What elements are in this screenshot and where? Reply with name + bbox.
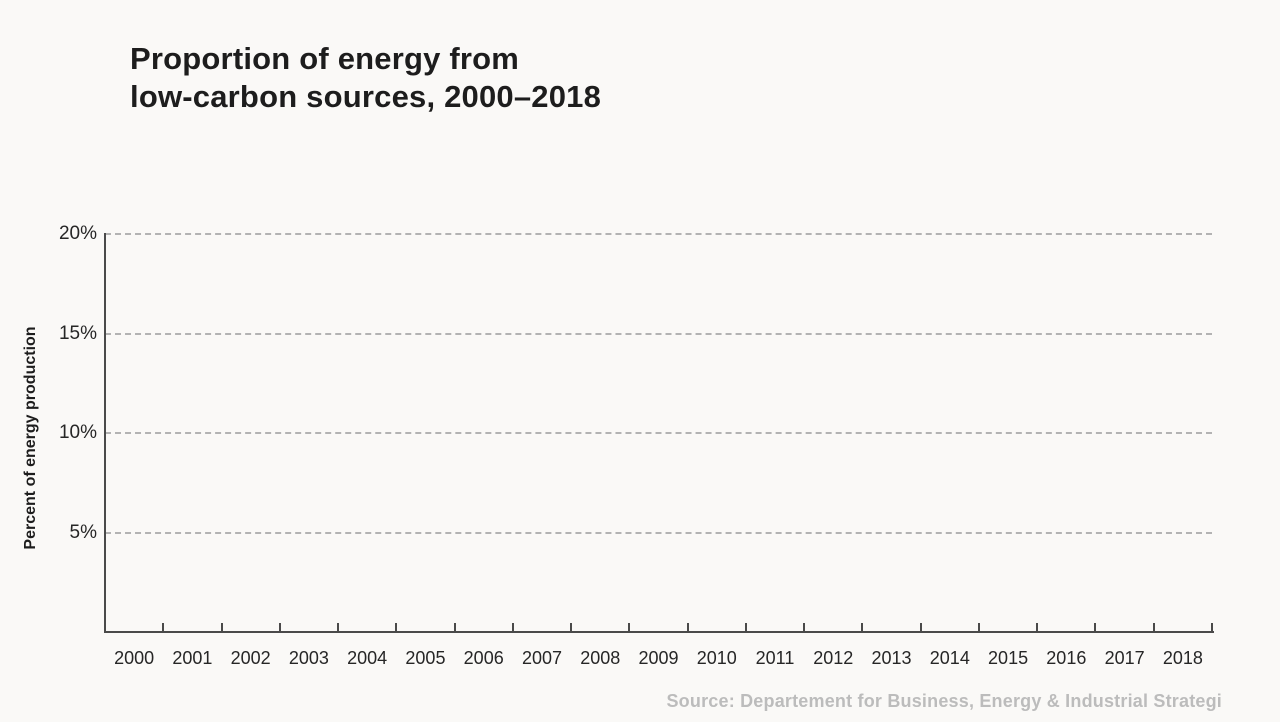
x-tick-mark bbox=[803, 623, 806, 632]
x-tick-label: 2008 bbox=[580, 648, 621, 668]
gridline-20% bbox=[105, 233, 1212, 235]
x-tick-label: 2005 bbox=[405, 648, 446, 668]
x-tick-mark bbox=[628, 623, 631, 632]
x-tick-label: 2000 bbox=[114, 648, 155, 668]
x-tick-label: 2007 bbox=[521, 648, 562, 668]
x-tick-mark bbox=[395, 623, 398, 632]
x-tick-mark bbox=[337, 623, 340, 632]
chart-title-line2: low-carbon sources, 2000–2018 bbox=[130, 79, 602, 114]
x-tick-mark bbox=[686, 623, 689, 632]
source-note: Source: Departement for Business, Energy… bbox=[666, 691, 1222, 711]
x-tick-label: 2002 bbox=[230, 648, 271, 668]
x-tick-label: 2018 bbox=[1162, 648, 1203, 668]
x-axis-line bbox=[104, 631, 1214, 633]
x-tick-mark bbox=[162, 623, 165, 632]
chart-title-line1: Proportion of energy from bbox=[130, 41, 520, 76]
x-tick-mark bbox=[1211, 623, 1213, 632]
x-tick-label: 2001 bbox=[172, 648, 213, 668]
y-tick-label: 20% bbox=[58, 223, 97, 244]
x-tick-mark bbox=[977, 623, 980, 632]
x-tick-mark bbox=[919, 623, 922, 632]
x-tick-label: 2017 bbox=[1104, 648, 1145, 668]
chart-title: Proportion of energy from low-carbon sou… bbox=[130, 40, 601, 116]
x-tick-mark bbox=[1094, 623, 1097, 632]
gridline-5% bbox=[105, 531, 1212, 534]
x-tick-label: 2004 bbox=[347, 648, 388, 668]
x-tick-mark bbox=[1036, 623, 1039, 632]
x-tick-label: 2013 bbox=[871, 648, 912, 668]
x-tick-label: 2016 bbox=[1046, 648, 1087, 668]
y-tick-label: 10% bbox=[58, 422, 97, 443]
y-tick-label: 15% bbox=[58, 322, 97, 344]
x-tick-label: 2003 bbox=[288, 648, 329, 668]
y-axis-line bbox=[104, 233, 106, 633]
x-tick-label: 2014 bbox=[929, 648, 970, 668]
x-tick-label: 2011 bbox=[755, 648, 795, 668]
gridline-15% bbox=[105, 332, 1212, 335]
x-tick-label: 2012 bbox=[813, 648, 854, 668]
x-tick-mark bbox=[570, 623, 573, 632]
x-tick-label: 2010 bbox=[696, 648, 737, 668]
x-tick-mark bbox=[278, 623, 281, 632]
x-tick-label: 2006 bbox=[463, 648, 504, 668]
x-tick-label: 2015 bbox=[988, 648, 1029, 668]
gridline-10% bbox=[105, 432, 1212, 434]
x-tick-mark bbox=[453, 623, 456, 632]
x-tick-mark bbox=[744, 623, 747, 632]
x-tick-mark bbox=[861, 623, 864, 632]
x-tick-mark bbox=[511, 623, 514, 632]
y-tick-label: 5% bbox=[69, 521, 97, 543]
x-tick-mark bbox=[104, 623, 106, 632]
x-tick-mark bbox=[1152, 623, 1155, 632]
x-tick-mark bbox=[220, 623, 223, 632]
x-tick-label: 2009 bbox=[638, 648, 679, 668]
